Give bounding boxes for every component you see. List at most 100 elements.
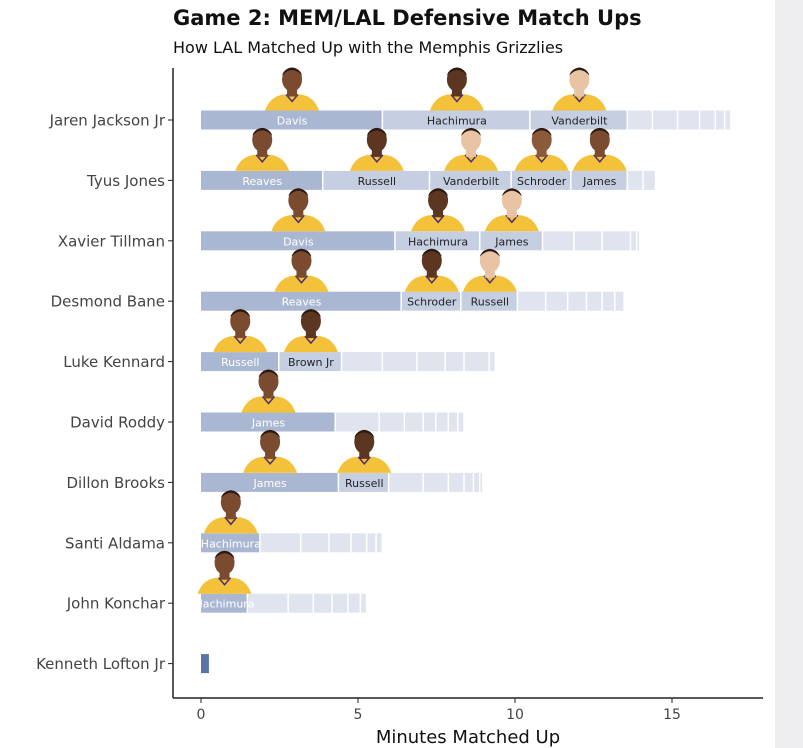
x-tick-label: 5 bbox=[354, 707, 363, 723]
head-shape bbox=[531, 127, 552, 152]
bar-segment bbox=[530, 110, 627, 130]
segment-label: Russell bbox=[471, 296, 509, 309]
jersey-collar bbox=[285, 94, 299, 103]
bar-segment bbox=[430, 170, 511, 190]
neck-shape bbox=[257, 149, 268, 157]
head-shape bbox=[428, 188, 449, 213]
bar-segment bbox=[458, 412, 464, 432]
bar-segment bbox=[423, 472, 448, 492]
jersey-collar bbox=[572, 94, 586, 103]
head-shape bbox=[366, 127, 387, 152]
player-headshot bbox=[283, 309, 338, 353]
neck-shape bbox=[594, 149, 605, 157]
bar-segment bbox=[339, 472, 388, 492]
y-tick-label: Jaren Jackson Jr bbox=[49, 112, 166, 130]
bar-segment bbox=[332, 593, 348, 613]
hair-shape bbox=[220, 490, 241, 499]
bar-segment bbox=[628, 170, 643, 190]
hair-shape bbox=[354, 429, 375, 438]
neck-shape bbox=[287, 89, 298, 97]
head-shape bbox=[230, 309, 251, 334]
bar-segment bbox=[201, 412, 335, 432]
hair-shape bbox=[421, 248, 442, 257]
segment-label: Hachimura bbox=[201, 537, 261, 550]
bar-segment bbox=[367, 533, 376, 553]
segment-label: Hachimura bbox=[195, 598, 255, 611]
bar-segment bbox=[637, 231, 640, 251]
y-tick-label: Tyus Jones bbox=[86, 172, 165, 190]
bar-segment bbox=[615, 291, 624, 311]
bar-segment bbox=[314, 593, 332, 613]
jersey-collar bbox=[357, 456, 371, 466]
head-shape bbox=[252, 127, 273, 152]
jersey-collar bbox=[464, 154, 478, 164]
bar-segment bbox=[678, 110, 699, 130]
bar-segment bbox=[725, 110, 731, 130]
bar-segment bbox=[336, 412, 379, 432]
bar-segment bbox=[445, 352, 464, 372]
jersey-collar bbox=[291, 214, 305, 224]
x-tick-label: 0 bbox=[197, 707, 206, 723]
neck-shape bbox=[265, 451, 276, 459]
head-shape bbox=[446, 67, 467, 92]
jersey-collar bbox=[370, 154, 384, 164]
head-shape bbox=[501, 188, 522, 213]
hair-shape bbox=[252, 127, 273, 136]
segment-label: James bbox=[252, 477, 286, 490]
hair-shape bbox=[230, 309, 251, 318]
player-headshot bbox=[514, 127, 569, 171]
y-tick-label: Dillon Brooks bbox=[67, 474, 166, 492]
bar-segment bbox=[201, 110, 382, 130]
bar-segment bbox=[574, 231, 602, 251]
segment-label: Reaves bbox=[282, 296, 322, 309]
bar-segment bbox=[279, 352, 341, 372]
bar-segment bbox=[323, 170, 429, 190]
bar-segment bbox=[376, 533, 382, 553]
player-headshot bbox=[337, 429, 392, 473]
jersey-collar bbox=[593, 154, 607, 164]
jersey-collar bbox=[233, 335, 247, 345]
jersey-collar bbox=[505, 214, 519, 224]
hair-shape bbox=[446, 67, 467, 76]
hair-shape bbox=[282, 67, 303, 76]
player-headshot bbox=[552, 67, 607, 111]
head-shape bbox=[461, 127, 482, 152]
head-shape bbox=[220, 490, 241, 515]
bar-segment bbox=[436, 412, 448, 432]
bar-segment bbox=[379, 412, 404, 432]
x-tick-label: 15 bbox=[663, 707, 681, 723]
bar-segment bbox=[715, 110, 724, 130]
bar-segment bbox=[511, 170, 571, 190]
segment-label: James bbox=[251, 417, 285, 430]
bar-segment bbox=[361, 593, 366, 613]
head-shape bbox=[569, 67, 590, 92]
hair-shape bbox=[288, 188, 309, 197]
jersey-collar bbox=[261, 396, 276, 405]
bar-segment bbox=[449, 412, 457, 432]
bar-segment bbox=[423, 412, 435, 432]
segment-label: Davis bbox=[277, 115, 308, 128]
bar-segment bbox=[201, 593, 247, 613]
head-shape bbox=[589, 127, 610, 152]
neck-shape bbox=[426, 270, 437, 278]
bar-segment bbox=[571, 170, 627, 190]
neck-shape bbox=[466, 149, 477, 157]
neck-shape bbox=[506, 210, 517, 218]
bar-segment bbox=[329, 533, 351, 553]
player-headshot bbox=[411, 188, 466, 232]
segment-label: Russell bbox=[358, 175, 396, 188]
segment-label: Hachimura bbox=[427, 115, 487, 128]
jersey-collar bbox=[224, 516, 238, 526]
segment-label: Russell bbox=[345, 477, 383, 490]
neck-shape bbox=[219, 572, 230, 580]
y-tick-label: Santi Aldama bbox=[65, 534, 165, 552]
hair-shape bbox=[569, 67, 590, 76]
neck-shape bbox=[433, 210, 444, 218]
bar-segment bbox=[260, 533, 300, 553]
x-axis-title: Minutes Matched Up bbox=[376, 727, 560, 748]
bar-segment bbox=[480, 231, 542, 251]
bar-segment bbox=[201, 472, 338, 492]
bar-segment bbox=[449, 472, 464, 492]
y-tick-label: John Konchar bbox=[66, 595, 166, 613]
